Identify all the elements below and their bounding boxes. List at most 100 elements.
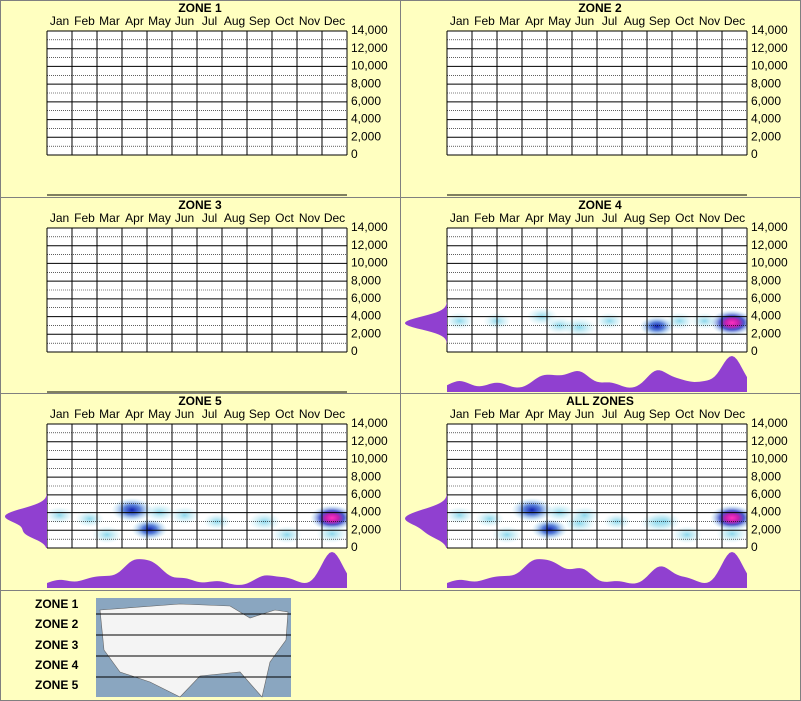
y-tick-label: 10,000 <box>751 256 788 270</box>
month-label: Aug <box>624 407 645 421</box>
y-tick-label: 6,000 <box>751 94 781 108</box>
month-label: Apr <box>525 407 544 421</box>
month-label: Oct <box>275 14 294 28</box>
hotspot <box>531 518 568 541</box>
y-tick-label: 10,000 <box>351 452 388 466</box>
month-label: Jan <box>50 407 69 421</box>
month-label: May <box>148 407 171 421</box>
y-tick-label: 8,000 <box>751 273 781 287</box>
elevation-profile <box>405 277 447 352</box>
month-label: Sep <box>649 407 671 421</box>
month-label: Feb <box>474 211 495 225</box>
month-profile <box>447 356 747 392</box>
month-label: Apr <box>525 211 544 225</box>
month-label: Apr <box>125 14 144 28</box>
elevation-profile <box>5 473 47 548</box>
y-tick-label: 6,000 <box>751 487 781 501</box>
month-label: Jun <box>575 211 594 225</box>
month-label: Oct <box>675 14 694 28</box>
hotspot <box>562 317 597 338</box>
hotspot <box>169 506 200 525</box>
y-tick-label: 12,000 <box>351 41 388 55</box>
y-tick-label: 4,000 <box>751 112 781 126</box>
y-tick-label: 0 <box>751 147 758 161</box>
month-label: Feb <box>474 407 495 421</box>
y-tick-label: 6,000 <box>351 94 381 108</box>
y-tick-label: 12,000 <box>351 238 388 252</box>
panel-title: ZONE 3 <box>178 198 222 212</box>
zone-label: ZONE 3 <box>35 638 79 652</box>
y-tick-label: 0 <box>351 344 358 358</box>
panel-title: ZONE 1 <box>178 1 222 15</box>
month-label: Aug <box>224 211 245 225</box>
y-tick-label: 10,000 <box>751 452 788 466</box>
y-tick-label: 4,000 <box>351 505 381 519</box>
month-label: Jun <box>175 407 194 421</box>
hotspot <box>47 506 74 524</box>
y-tick-label: 4,000 <box>351 112 381 126</box>
y-tick-label: 14,000 <box>751 23 788 37</box>
month-label: Jul <box>602 211 617 225</box>
month-label: Feb <box>474 14 495 28</box>
month-label: Feb <box>74 407 95 421</box>
panel-title: ZONE 2 <box>578 1 622 15</box>
y-tick-label: 14,000 <box>351 416 388 430</box>
month-label: Jul <box>202 211 217 225</box>
y-tick-label: 12,000 <box>351 434 388 448</box>
y-tick-label: 4,000 <box>351 309 381 323</box>
month-profile <box>47 552 347 588</box>
y-tick-label: 8,000 <box>351 469 381 483</box>
month-label: Sep <box>249 14 271 28</box>
month-label: Sep <box>649 14 671 28</box>
month-label: Oct <box>675 407 694 421</box>
month-label: Nov <box>699 14 720 28</box>
y-tick-label: 2,000 <box>351 326 381 340</box>
month-label: May <box>548 14 571 28</box>
zone-label: ZONE 4 <box>35 658 79 672</box>
zone-label: ZONE 5 <box>35 678 79 692</box>
y-tick-label: 4,000 <box>751 505 781 519</box>
y-tick-label: 14,000 <box>751 416 788 430</box>
month-label: Dec <box>724 211 745 225</box>
month-label: Aug <box>224 407 245 421</box>
month-label: Jul <box>602 407 617 421</box>
month-label: Dec <box>324 211 345 225</box>
elevation-profile <box>405 473 447 548</box>
month-label: Nov <box>299 407 320 421</box>
month-label: Dec <box>324 407 345 421</box>
y-tick-label: 2,000 <box>751 326 781 340</box>
y-tick-label: 10,000 <box>751 59 788 73</box>
panel-title: ALL ZONES <box>566 394 634 408</box>
y-tick-label: 0 <box>751 540 758 554</box>
hotspot <box>310 504 347 531</box>
month-label: Nov <box>299 211 320 225</box>
month-label: Dec <box>324 14 345 28</box>
month-label: Jan <box>450 407 469 421</box>
y-tick-label: 12,000 <box>751 434 788 448</box>
hotspot <box>665 312 694 330</box>
month-label: Jan <box>50 211 69 225</box>
month-label: Oct <box>675 211 694 225</box>
y-tick-label: 6,000 <box>751 291 781 305</box>
month-label: Mar <box>499 211 520 225</box>
y-tick-label: 2,000 <box>751 522 781 536</box>
y-tick-label: 12,000 <box>751 238 788 252</box>
y-tick-label: 0 <box>351 540 358 554</box>
panel-title: ZONE 4 <box>578 198 622 212</box>
hotspot <box>595 312 624 330</box>
month-label: Nov <box>699 407 720 421</box>
month-label: Mar <box>99 14 120 28</box>
hotspot <box>447 506 474 524</box>
hotspot <box>569 506 600 525</box>
month-label: May <box>548 211 571 225</box>
y-tick-label: 0 <box>751 344 758 358</box>
month-label: Jan <box>50 14 69 28</box>
month-label: Jan <box>450 14 469 28</box>
month-label: Jun <box>175 211 194 225</box>
month-label: Apr <box>125 211 144 225</box>
month-label: Jul <box>202 14 217 28</box>
hotspot <box>447 312 474 330</box>
month-label: Jan <box>450 211 469 225</box>
